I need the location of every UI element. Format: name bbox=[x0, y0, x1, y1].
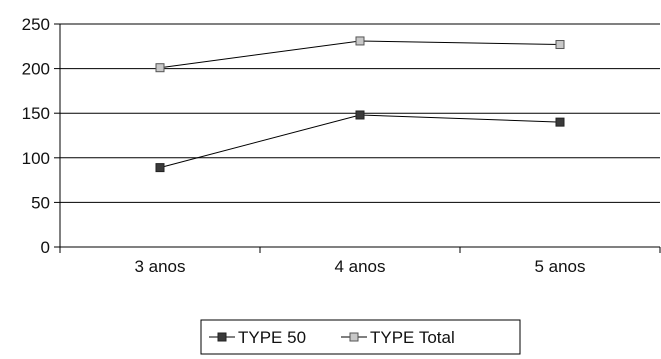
x-tick-label: 3 anos bbox=[134, 257, 185, 276]
series-layer bbox=[155, 36, 565, 173]
data-point bbox=[355, 110, 365, 120]
y-tick-label: 250 bbox=[22, 15, 50, 34]
x-tick-label: 4 anos bbox=[334, 257, 385, 276]
legend-label: TYPE 50 bbox=[238, 328, 306, 347]
x-tick-label: 5 anos bbox=[534, 257, 585, 276]
legend-label: TYPE Total bbox=[370, 328, 455, 347]
data-point bbox=[355, 36, 365, 46]
data-point bbox=[155, 63, 165, 73]
data-point bbox=[155, 163, 165, 173]
series-line-0 bbox=[159, 114, 561, 169]
x-axis: 3 anos 4 anos 5 anos bbox=[59, 246, 661, 276]
data-point bbox=[555, 40, 565, 50]
data-point bbox=[555, 117, 565, 127]
legend: TYPE 50 TYPE Total bbox=[200, 319, 521, 355]
legend-marker bbox=[217, 332, 227, 342]
y-tick-label: 0 bbox=[41, 238, 50, 257]
y-tick-label: 150 bbox=[22, 104, 50, 123]
y-axis: 0 50 100 150 200 250 bbox=[22, 15, 61, 257]
y-tick-label: 100 bbox=[22, 149, 50, 168]
y-tick-label: 50 bbox=[31, 193, 50, 212]
y-tick-label: 200 bbox=[22, 60, 50, 79]
legend-marker bbox=[349, 332, 359, 342]
